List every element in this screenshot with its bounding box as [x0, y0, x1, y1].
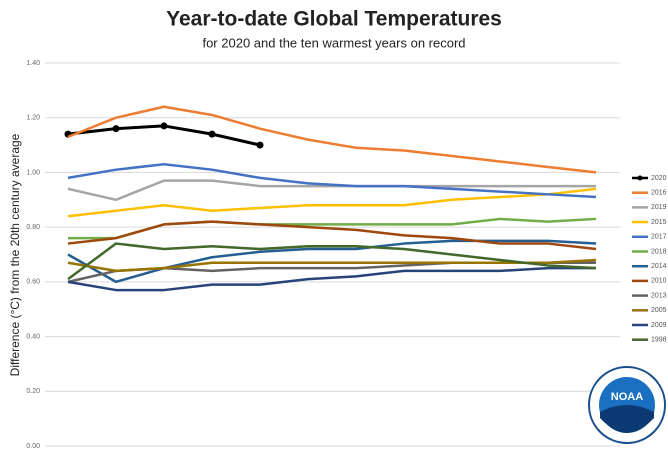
legend-label: 2013	[651, 292, 667, 299]
series-line	[67, 220, 597, 251]
series-line	[67, 242, 597, 281]
legend-label: 2010	[651, 278, 667, 285]
logo: NOAA	[588, 366, 666, 444]
legend-label: 2015	[651, 219, 667, 226]
point	[112, 125, 120, 133]
y-tick-label: 0.80	[26, 224, 40, 231]
point	[160, 122, 168, 130]
point	[208, 130, 216, 138]
series-line	[67, 187, 597, 218]
chart-title: Year-to-date Global Temperatures	[166, 8, 502, 31]
logo-wave	[600, 405, 654, 433]
legend-label: 2005	[651, 307, 667, 314]
y-tick-label: 0.60	[26, 279, 40, 286]
logo-text: NOAA	[611, 391, 643, 403]
series-line	[67, 105, 597, 174]
legend-marker	[637, 175, 643, 181]
series-line	[67, 162, 597, 199]
y-tick-label: 0.20	[26, 388, 40, 395]
y-tick-label: 1.00	[26, 169, 40, 176]
legend-label: 2017	[651, 234, 667, 241]
series-line	[67, 179, 596, 202]
legend-label: 2018	[651, 248, 667, 255]
y-axis-label: Difference (°C) from the 20th century av…	[8, 133, 22, 376]
legend-label: 2020	[651, 175, 667, 182]
series-line	[67, 258, 597, 273]
series-line	[67, 266, 596, 292]
point	[256, 141, 264, 149]
y-tick-label: 1.20	[26, 115, 40, 122]
series-line	[67, 239, 597, 284]
legend-label: 2014	[651, 263, 667, 270]
y-tick-label: 0.00	[26, 443, 40, 450]
legend-label: 1998	[651, 337, 667, 344]
chart-subtitle: for 2020 and the ten warmest years on re…	[202, 35, 465, 50]
legend-label: 2016	[651, 190, 667, 197]
y-tick-label: 1.40	[26, 60, 40, 67]
y-tick-label: 0.40	[26, 333, 40, 340]
legend-label: 2009	[651, 322, 667, 329]
legend-label: 2019	[651, 204, 667, 211]
